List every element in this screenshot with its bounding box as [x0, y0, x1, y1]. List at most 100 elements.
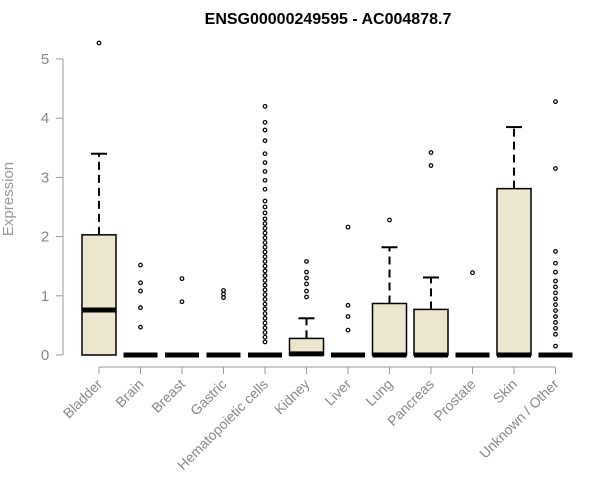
outlier-point	[262, 244, 268, 250]
outlier-point	[221, 288, 226, 293]
outlier-point	[262, 292, 268, 298]
outlier-point	[179, 276, 185, 282]
outlier-point	[262, 306, 268, 312]
outlier-point	[262, 311, 268, 316]
chart-title: ENSG00000249595 - AC004878.7	[205, 11, 452, 28]
outlier-point	[262, 268, 268, 274]
x-tick-label: Prostate	[430, 376, 478, 424]
outlier-point	[179, 299, 185, 305]
outlier-point	[304, 294, 309, 300]
outlier-point	[304, 275, 309, 281]
x-tick-label: Lung	[362, 376, 395, 409]
y-tick-label: 5	[41, 51, 49, 68]
outlier-point	[262, 151, 268, 157]
box-pancreas	[413, 150, 449, 358]
box-rect	[496, 187, 532, 356]
outlier-point	[262, 339, 268, 345]
box-prostate	[455, 270, 490, 358]
box-liver	[331, 224, 365, 358]
outlier-point	[262, 160, 268, 166]
outlier-point	[262, 287, 268, 293]
outlier-point	[345, 314, 351, 319]
outlier-point	[262, 216, 268, 222]
x-tick-label: Unknown / Other	[476, 376, 562, 462]
box-brain	[123, 262, 158, 358]
outlier-point	[553, 166, 558, 171]
outlier-point	[262, 315, 268, 321]
outlier-point	[553, 284, 558, 290]
outlier-point	[553, 302, 558, 308]
y-tick-label: 0	[41, 347, 49, 364]
outlier-point	[262, 320, 268, 326]
y-tick-label: 1	[41, 288, 49, 305]
outlier-point	[262, 259, 268, 264]
outlier-point	[262, 235, 268, 241]
box-rect	[371, 302, 408, 356]
y-axis: 0 1 2 3 4 5	[41, 51, 64, 364]
box-breast	[165, 276, 199, 358]
outlier-point	[262, 127, 268, 133]
x-tick-label: Brain	[112, 376, 146, 410]
outlier-point	[262, 254, 268, 260]
box-rect	[81, 234, 117, 356]
outlier-point	[262, 278, 268, 283]
outlier-point	[262, 240, 268, 245]
outlier-point	[345, 327, 351, 333]
outlier-point	[262, 119, 268, 125]
x-tick-label: Bladder	[60, 376, 106, 422]
outlier-point	[138, 288, 143, 294]
outlier-point	[262, 138, 268, 144]
outlier-point	[553, 290, 558, 296]
outlier-point	[304, 269, 309, 275]
outlier-point	[138, 324, 143, 330]
x-tick-label: Liver	[321, 376, 354, 409]
outlier-point	[262, 221, 268, 226]
outlier-point	[553, 269, 558, 275]
outlier-point	[553, 308, 558, 314]
box-rect	[413, 308, 449, 356]
plot-area	[81, 40, 573, 358]
box-unknown-other	[538, 99, 573, 358]
outlier-point	[428, 150, 434, 155]
box-bladder	[81, 40, 117, 356]
outlier-point	[262, 230, 268, 236]
outlier-point	[345, 224, 351, 230]
outlier-point	[138, 262, 143, 268]
y-axis-label: Expression	[0, 162, 17, 236]
outlier-point	[262, 325, 268, 331]
outlier-point	[262, 296, 268, 302]
outlier-point	[304, 288, 309, 294]
x-tick-label: Breast	[148, 376, 188, 416]
y-tick-label: 3	[41, 169, 49, 186]
x-tick-label: Kidney	[271, 376, 313, 418]
outlier-point	[262, 334, 268, 340]
outlier-point	[262, 204, 268, 210]
outlier-point	[262, 249, 268, 255]
outlier-point	[262, 210, 268, 216]
outlier-point	[262, 177, 268, 183]
outlier-point	[553, 320, 558, 325]
box-kidney	[288, 259, 325, 357]
outlier-point	[553, 343, 558, 349]
outlier-point	[262, 103, 268, 109]
outlier-point	[262, 301, 268, 307]
outlier-point	[553, 314, 558, 319]
outlier-point	[387, 217, 392, 223]
outlier-point	[262, 263, 268, 269]
outlier-point	[138, 305, 143, 311]
outlier-point	[553, 260, 558, 266]
box-hematopoietic-cells	[248, 103, 282, 358]
outlier-point	[304, 281, 309, 287]
box-gastric	[206, 288, 241, 358]
outlier-point	[304, 259, 309, 264]
outlier-point	[553, 278, 558, 284]
outlier-point	[553, 331, 558, 337]
outlier-point	[262, 282, 268, 288]
outlier-point	[553, 248, 558, 254]
outlier-point	[138, 280, 143, 286]
x-tick-label: Skin	[490, 376, 521, 407]
outlier-point	[553, 325, 558, 331]
y-tick-label: 2	[41, 229, 49, 246]
